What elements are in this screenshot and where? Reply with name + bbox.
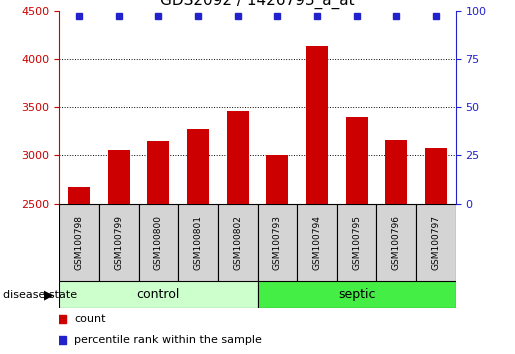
- Bar: [337, 204, 376, 281]
- Text: count: count: [75, 314, 106, 324]
- Bar: [227, 111, 249, 204]
- Bar: [258, 204, 297, 281]
- Bar: [178, 204, 218, 281]
- Bar: [187, 129, 209, 204]
- Title: GDS2092 / 1426793_a_at: GDS2092 / 1426793_a_at: [160, 0, 355, 9]
- Text: GSM100802: GSM100802: [233, 215, 242, 270]
- Bar: [346, 117, 368, 204]
- Text: disease state: disease state: [3, 290, 77, 300]
- Text: GSM100799: GSM100799: [114, 215, 123, 270]
- Bar: [266, 155, 288, 204]
- Text: GSM100794: GSM100794: [313, 215, 321, 270]
- Bar: [99, 204, 139, 281]
- Bar: [297, 204, 337, 281]
- Bar: [425, 148, 447, 204]
- Bar: [385, 140, 407, 204]
- Text: GSM100801: GSM100801: [194, 215, 202, 270]
- Text: GSM100798: GSM100798: [75, 215, 83, 270]
- Bar: [258, 281, 456, 308]
- Bar: [139, 204, 178, 281]
- Text: control: control: [136, 288, 180, 301]
- Bar: [218, 204, 258, 281]
- Bar: [108, 149, 130, 204]
- Bar: [68, 187, 90, 204]
- Bar: [59, 204, 99, 281]
- Text: percentile rank within the sample: percentile rank within the sample: [75, 335, 262, 345]
- Bar: [376, 204, 416, 281]
- Text: GSM100800: GSM100800: [154, 215, 163, 270]
- Bar: [147, 141, 169, 204]
- Bar: [306, 46, 328, 204]
- Text: septic: septic: [338, 288, 375, 301]
- Bar: [59, 281, 258, 308]
- Text: GSM100793: GSM100793: [273, 215, 282, 270]
- Text: ▶: ▶: [44, 288, 54, 301]
- Text: GSM100796: GSM100796: [392, 215, 401, 270]
- Text: GSM100795: GSM100795: [352, 215, 361, 270]
- Text: GSM100797: GSM100797: [432, 215, 440, 270]
- Bar: [416, 204, 456, 281]
